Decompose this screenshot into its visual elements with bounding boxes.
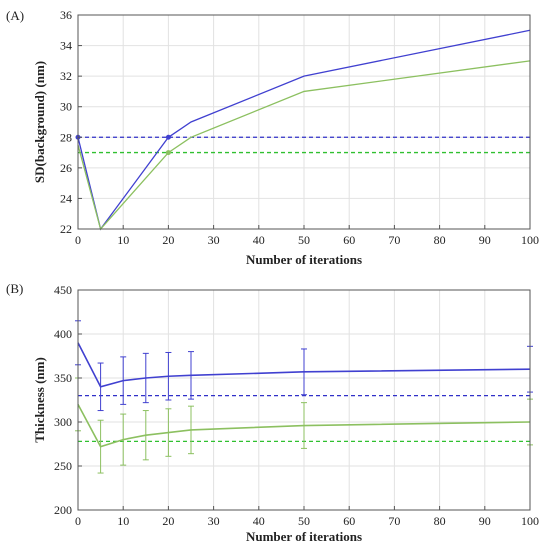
x-tick-label: 0 [75, 514, 81, 528]
x-ticks-b: 0 10 20 30 40 50 60 70 80 90 100 [75, 506, 539, 528]
y-tick-label: 30 [60, 100, 72, 114]
x-axis-label-b: Number of iterations [246, 529, 362, 544]
y-ticks-a: 22 24 26 28 30 32 34 36 [60, 8, 82, 236]
y-tick-label: 34 [60, 39, 72, 53]
data-point [165, 134, 171, 140]
reference-lines-a [78, 136, 530, 154]
y-tick-label: 28 [60, 130, 72, 144]
x-ticks-a: 0 10 20 30 40 50 60 70 80 90 100 [75, 225, 539, 247]
y-tick-label: 26 [60, 161, 72, 175]
panel-label-b: (B) [6, 281, 23, 296]
y-axis-label-a: SD(background) (nm) [32, 61, 47, 183]
y-tick-label: 450 [54, 283, 72, 297]
y-tick-label: 250 [54, 459, 72, 473]
x-tick-label: 30 [208, 233, 220, 247]
x-tick-label: 70 [388, 233, 400, 247]
panel-b: (B) 0 10 20 30 40 50 60 70 80 90 100 200 250 300 350 4… [6, 281, 539, 544]
x-axis-label-a: Number of iterations [246, 252, 362, 267]
x-tick-label: 40 [253, 233, 265, 247]
y-tick-label: 400 [54, 327, 72, 341]
y-tick-label: 300 [54, 415, 72, 429]
x-tick-label: 30 [208, 514, 220, 528]
x-tick-label: 20 [162, 514, 174, 528]
y-tick-label: 32 [60, 69, 72, 83]
y-tick-label: 200 [54, 503, 72, 517]
x-tick-label: 60 [343, 233, 355, 247]
x-tick-label: 100 [521, 514, 539, 528]
x-tick-label: 50 [298, 233, 310, 247]
x-tick-label: 10 [117, 233, 129, 247]
x-tick-label: 80 [434, 233, 446, 247]
y-tick-label: 22 [60, 222, 72, 236]
series-2 [77, 60, 531, 231]
data-point [165, 150, 171, 156]
x-tick-label: 40 [253, 514, 265, 528]
panel-label-a: (A) [6, 8, 24, 23]
y-tick-label: 350 [54, 371, 72, 385]
y-tick-label: 24 [60, 191, 72, 205]
x-tick-label: 0 [75, 233, 81, 247]
y-tick-label: 36 [60, 8, 72, 22]
panel-a: (A) 0 10 20 30 40 50 60 70 80 90 100 22 24 26 28 30 32 3… [6, 8, 539, 267]
series-line [77, 404, 531, 448]
y-ticks-b: 200 250 300 350 400 450 [54, 283, 82, 517]
x-tick-label: 50 [298, 514, 310, 528]
x-tick-label: 70 [388, 514, 400, 528]
x-tick-label: 90 [479, 233, 491, 247]
series-a [75, 29, 531, 231]
x-tick-label: 20 [162, 233, 174, 247]
x-tick-label: 90 [479, 514, 491, 528]
x-tick-label: 80 [434, 514, 446, 528]
x-tick-label: 60 [343, 514, 355, 528]
y-axis-label-b: Thickness (nm) [32, 357, 47, 443]
series-line [77, 342, 531, 388]
x-tick-label: 10 [117, 514, 129, 528]
x-tick-label: 100 [521, 233, 539, 247]
series-line [77, 60, 531, 231]
